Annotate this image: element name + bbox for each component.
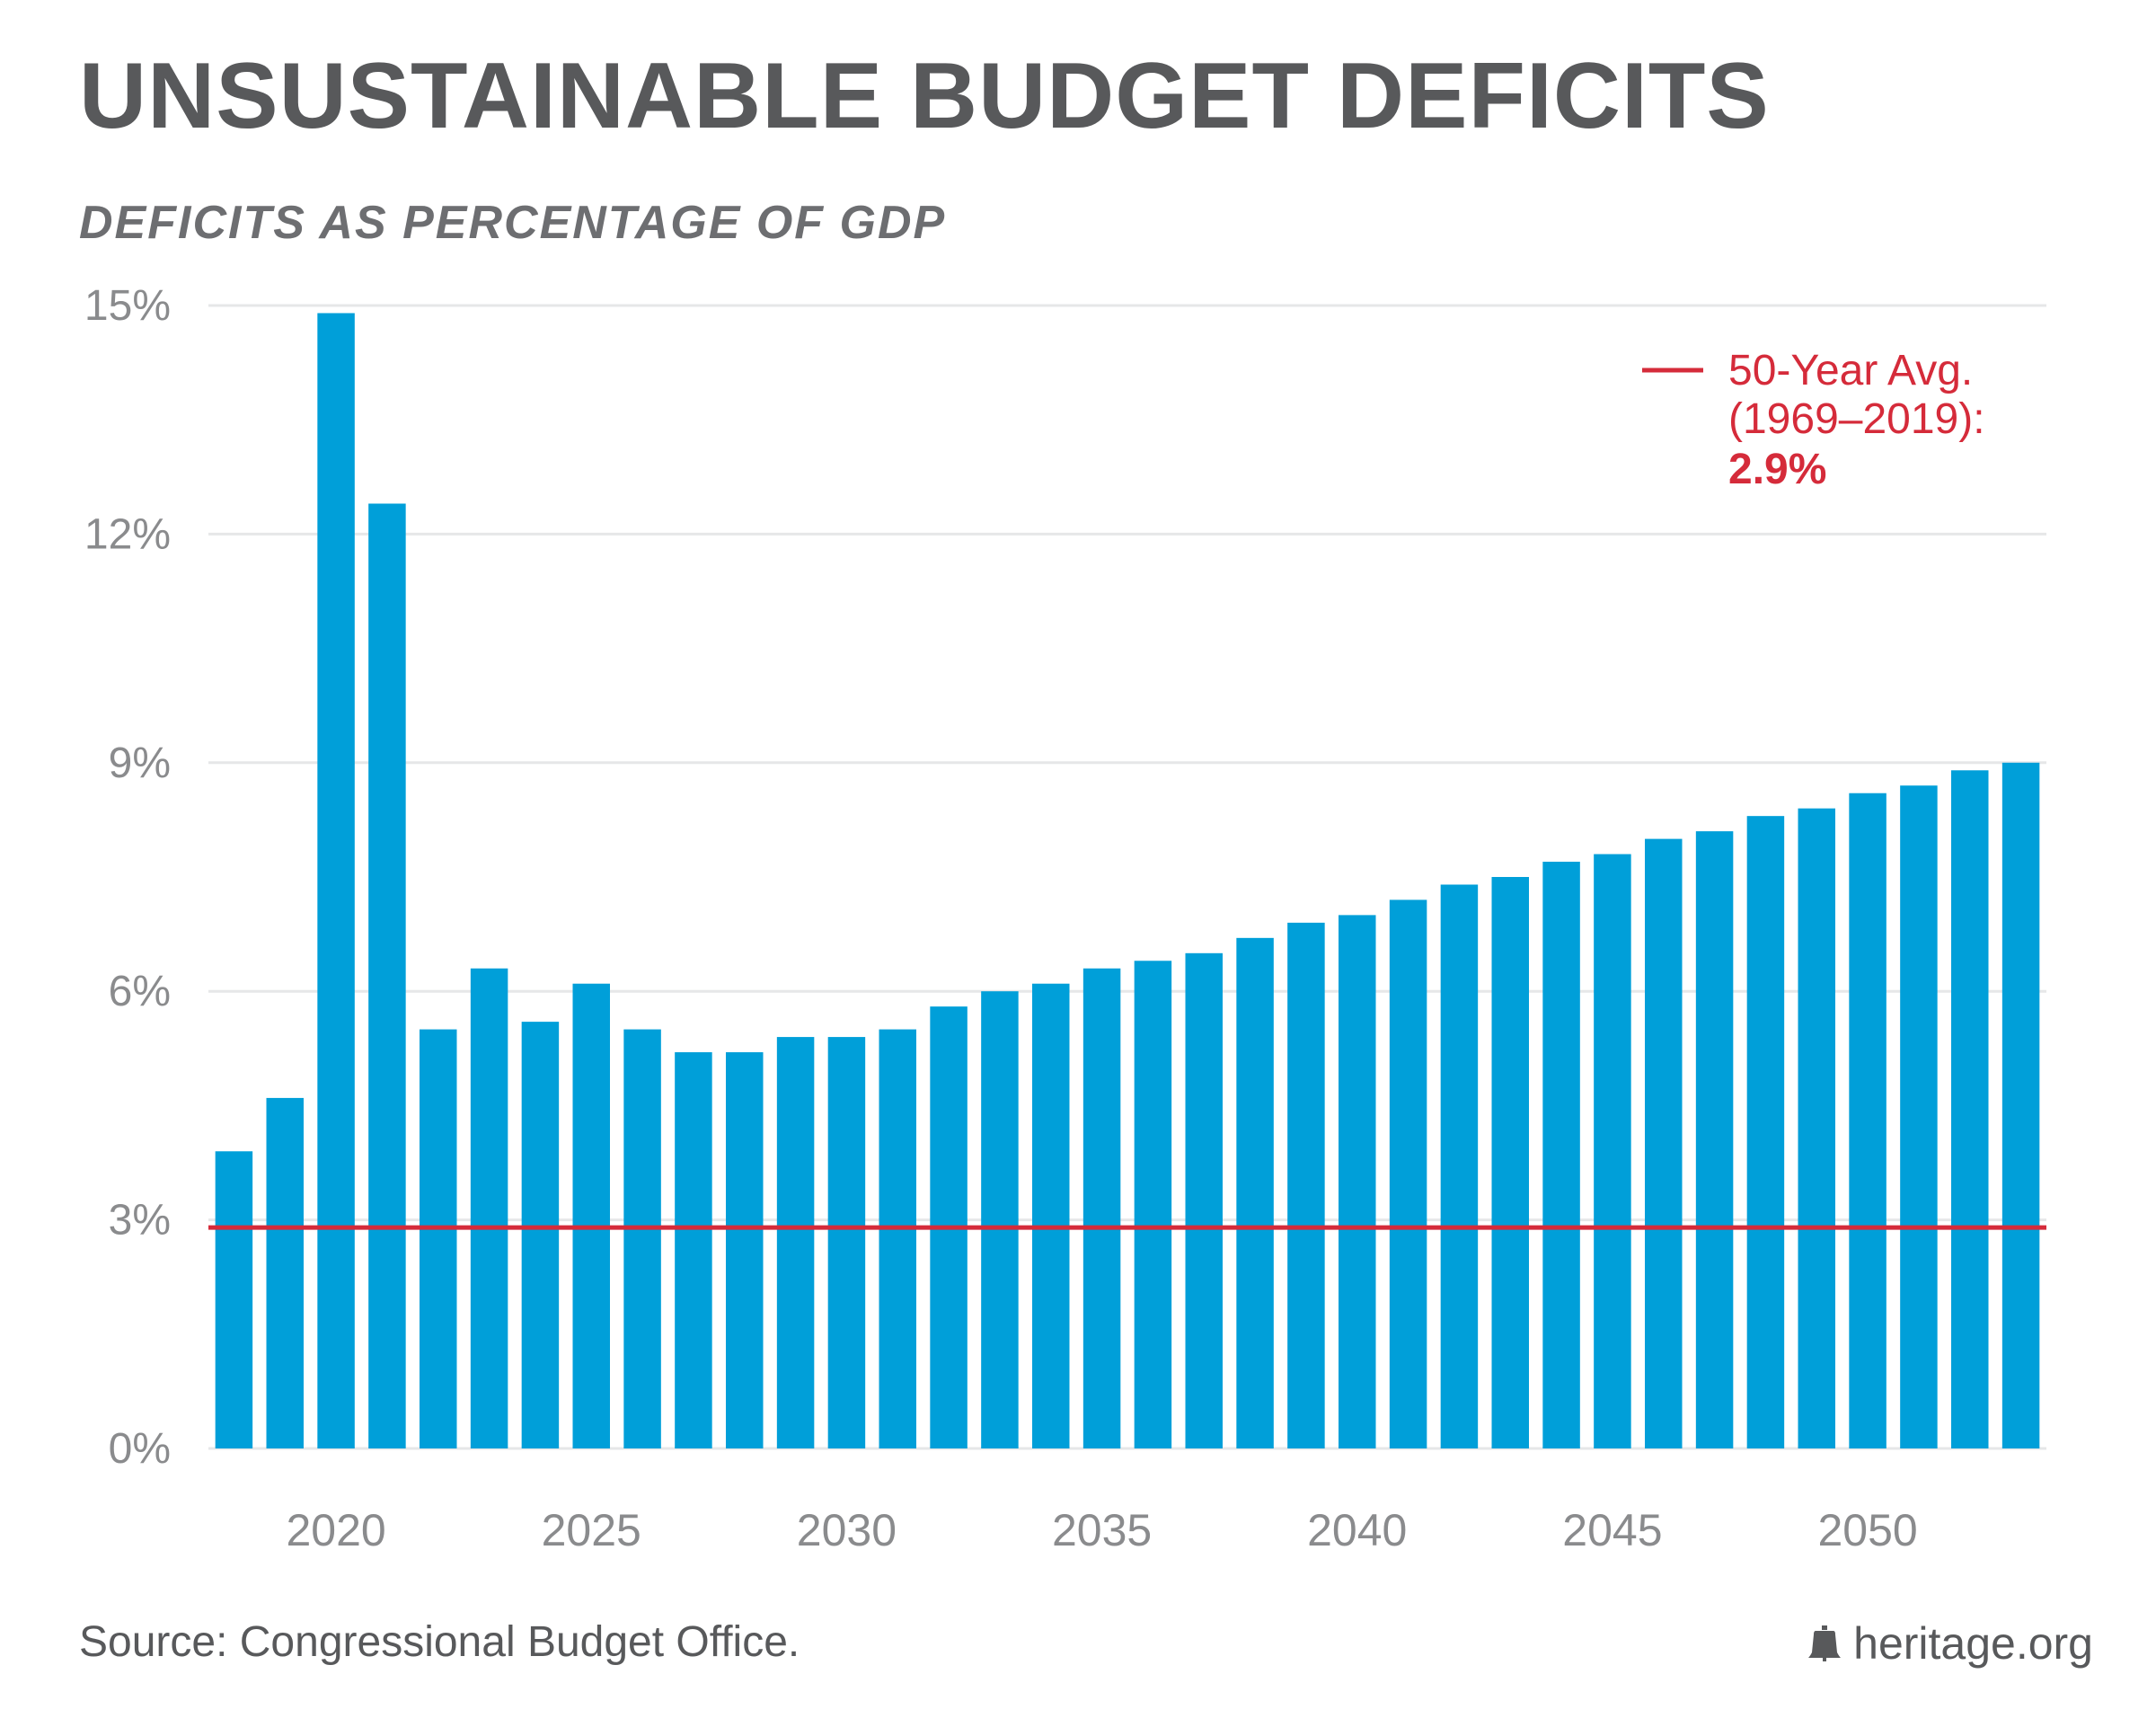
bar-2027 <box>675 1052 712 1448</box>
bar-2053 <box>2001 762 2040 1448</box>
bar-2020 <box>317 313 355 1449</box>
bar-2036 <box>1134 961 1172 1448</box>
x-tick-label: 2030 <box>797 1505 897 1555</box>
x-tick-label: 2045 <box>1562 1505 1662 1555</box>
bar-2042 <box>1440 884 1479 1448</box>
bar-2028 <box>726 1052 764 1448</box>
bar-2037 <box>1185 952 1223 1448</box>
x-axis-ticks: 2020 2025 2030 2035 2040 2045 2050 <box>286 1505 1917 1555</box>
legend-label-line1: 50-Year Avg. <box>1728 347 1973 394</box>
bar-2018 <box>215 1151 253 1448</box>
x-tick-label: 2050 <box>1817 1505 1917 1555</box>
bar-2048 <box>1746 816 1785 1448</box>
liberty-bell-icon <box>1808 1625 1842 1661</box>
bar-2044 <box>1542 862 1580 1448</box>
bar-2034 <box>1032 983 1070 1448</box>
bar-2019 <box>266 1097 304 1448</box>
bar-2029 <box>776 1037 815 1448</box>
bar-2026 <box>623 1029 661 1448</box>
legend-value: 2.9% <box>1728 446 1826 493</box>
chart-subtitle: DEFICITS AS PERCENTAGE OF GDP <box>79 197 947 249</box>
bar-2025 <box>572 983 610 1448</box>
bar-2049 <box>1798 808 1835 1448</box>
bar-2047 <box>1695 831 1734 1448</box>
bar-2052 <box>1951 770 1989 1448</box>
bar-2022 <box>420 1029 457 1448</box>
y-tick-label: 0% <box>109 1425 171 1473</box>
gridlines <box>208 304 2046 1450</box>
legend: 50-Year Avg. (1969–2019): 2.9% <box>1642 347 1985 493</box>
bar-2043 <box>1491 877 1529 1448</box>
y-tick-label: 3% <box>109 1197 171 1244</box>
chart-title: UNSUSTAINABLE BUDGET DEFICITS <box>79 44 1770 148</box>
bar-2045 <box>1594 854 1631 1448</box>
y-tick-label: 9% <box>109 740 171 787</box>
bar-2033 <box>981 991 1019 1448</box>
brand[interactable]: heritage.org <box>1808 1617 2093 1670</box>
bar-2030 <box>827 1037 866 1448</box>
y-tick-label: 6% <box>109 968 171 1015</box>
y-tick-label: 15% <box>84 282 171 330</box>
y-tick-label: 12% <box>84 510 171 558</box>
bar-2039 <box>1287 922 1325 1448</box>
source-note: Source: Congressional Budget Office. <box>79 1618 800 1666</box>
bar-2038 <box>1236 937 1274 1448</box>
brand-name: heritage.org <box>1853 1618 2093 1669</box>
bar-2031 <box>879 1029 916 1448</box>
bar-2050 <box>1849 793 1886 1448</box>
bar-2051 <box>1900 785 1938 1448</box>
y-axis-ticks: 0% 3% 6% 9% 12% 15% <box>84 282 171 1473</box>
bars <box>215 313 2040 1449</box>
bar-2024 <box>521 1022 560 1448</box>
x-tick-label: 2025 <box>542 1505 641 1555</box>
x-tick-label: 2035 <box>1052 1505 1152 1555</box>
bar-2023 <box>470 968 508 1448</box>
x-tick-label: 2020 <box>286 1505 385 1555</box>
bar-2046 <box>1645 838 1683 1448</box>
bar-2041 <box>1389 899 1427 1448</box>
bar-2040 <box>1339 915 1376 1448</box>
bar-2021 <box>368 503 406 1448</box>
bar-2035 <box>1082 968 1121 1448</box>
x-tick-label: 2040 <box>1307 1505 1407 1555</box>
legend-label-line2: (1969–2019): <box>1728 395 1985 443</box>
